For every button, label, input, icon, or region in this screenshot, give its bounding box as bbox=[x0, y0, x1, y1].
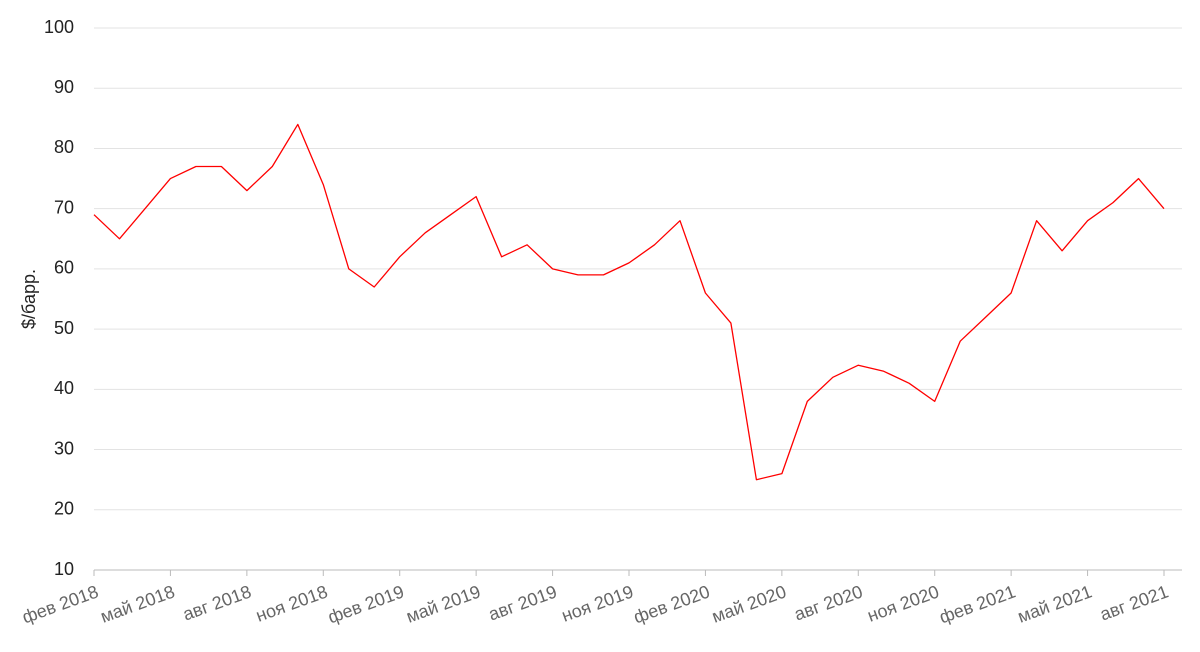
x-tick-label: ноя 2018 bbox=[253, 581, 330, 625]
y-tick-label: 50 bbox=[54, 318, 74, 338]
y-tick-label: 20 bbox=[54, 499, 74, 519]
x-tick-label: май 2018 bbox=[98, 581, 178, 626]
x-tick-label: фев 2018 bbox=[20, 581, 101, 627]
y-tick-label: 30 bbox=[54, 438, 74, 458]
x-tick-label: ноя 2020 bbox=[865, 581, 942, 625]
y-tick-label: 40 bbox=[54, 378, 74, 398]
x-tick-label: авг 2021 bbox=[1097, 581, 1171, 624]
price-line bbox=[93, 123, 1165, 481]
y-tick-label: 10 bbox=[54, 559, 74, 579]
y-tick-label: 60 bbox=[54, 258, 74, 278]
x-tick-label: фев 2020 bbox=[631, 581, 712, 627]
x-tick-label: авг 2018 bbox=[180, 581, 254, 624]
y-tick-label: 70 bbox=[54, 197, 74, 217]
y-tick-label: 100 bbox=[44, 17, 74, 37]
x-tick-label: май 2021 bbox=[1015, 581, 1095, 626]
x-tick-label: май 2019 bbox=[403, 581, 483, 626]
x-tick-label: ноя 2019 bbox=[559, 581, 636, 625]
y-axis-label: $/барр. bbox=[19, 269, 39, 329]
y-tick-label: 80 bbox=[54, 137, 74, 157]
y-tick-label: 90 bbox=[54, 77, 74, 97]
x-tick-label: фев 2019 bbox=[325, 581, 406, 627]
x-tick-label: авг 2020 bbox=[792, 581, 866, 624]
x-tick-label: май 2020 bbox=[709, 581, 789, 626]
x-tick-label: авг 2019 bbox=[486, 581, 560, 624]
x-tick-label: фев 2021 bbox=[937, 581, 1018, 627]
